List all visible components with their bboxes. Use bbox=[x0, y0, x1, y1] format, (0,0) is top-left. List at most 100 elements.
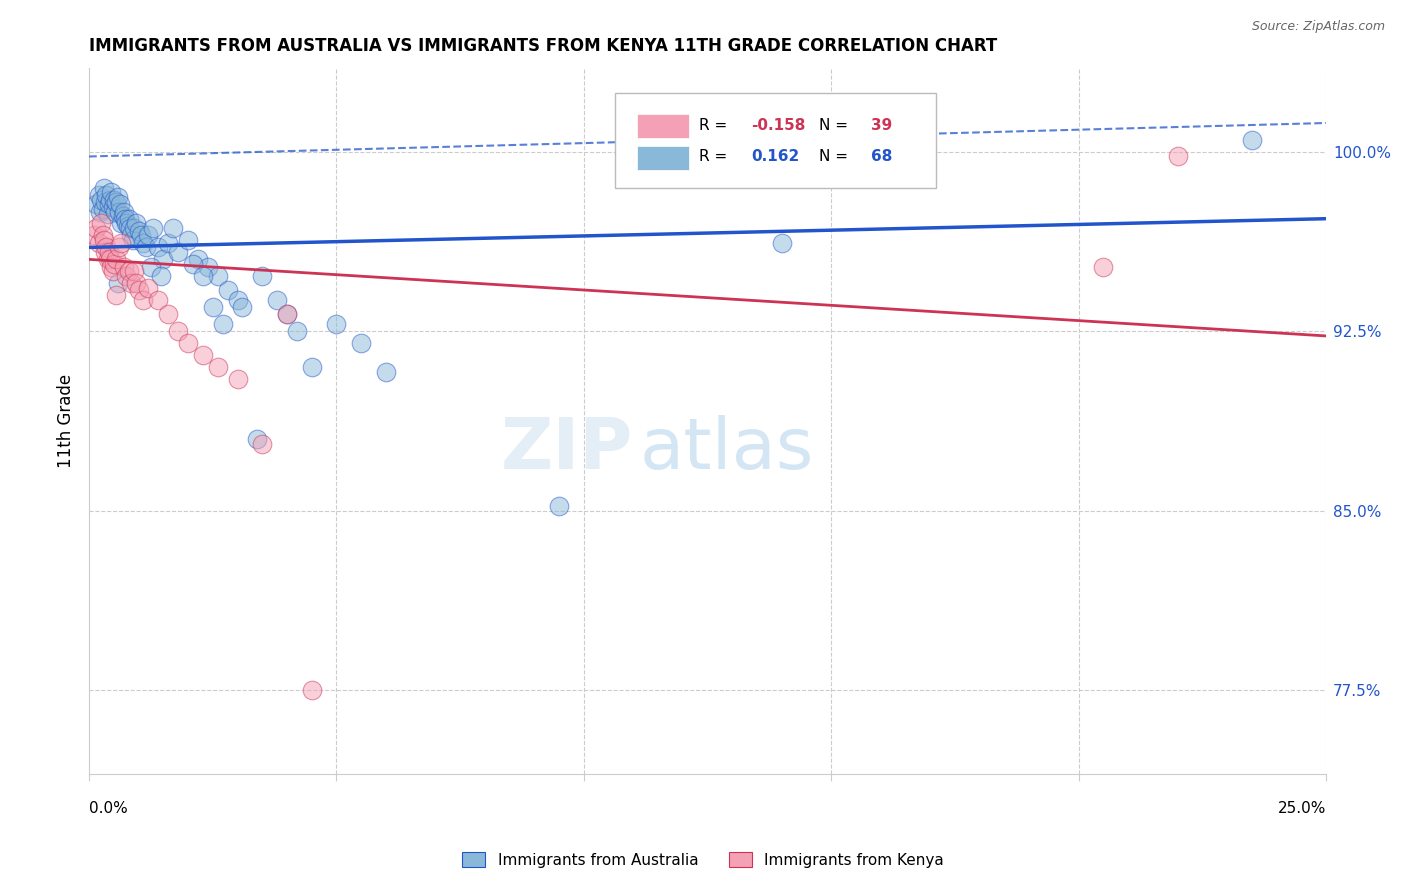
Point bbox=[93, 180, 115, 194]
Point bbox=[149, 269, 172, 284]
Point bbox=[152, 252, 174, 267]
Point bbox=[770, 235, 793, 250]
Point bbox=[115, 269, 138, 284]
Point bbox=[93, 233, 115, 247]
Text: IMMIGRANTS FROM AUSTRALIA VS IMMIGRANTS FROM KENYA 11TH GRADE CORRELATION CHART: IMMIGRANTS FROM AUSTRALIA VS IMMIGRANTS … bbox=[89, 37, 997, 55]
Point bbox=[285, 324, 308, 338]
Point bbox=[87, 187, 110, 202]
Point bbox=[201, 300, 224, 314]
Point bbox=[231, 300, 253, 314]
Point bbox=[101, 200, 124, 214]
Text: 0.0%: 0.0% bbox=[89, 801, 128, 815]
Point bbox=[91, 202, 114, 216]
Text: ZIP: ZIP bbox=[501, 415, 633, 483]
Point bbox=[107, 240, 129, 254]
Point bbox=[1092, 260, 1115, 274]
Point bbox=[97, 252, 120, 267]
Point bbox=[276, 307, 298, 321]
Point bbox=[266, 293, 288, 307]
Point bbox=[157, 235, 180, 250]
Point bbox=[87, 235, 110, 250]
Point bbox=[91, 228, 114, 243]
Point bbox=[139, 260, 162, 274]
Point bbox=[98, 252, 121, 267]
Point bbox=[101, 264, 124, 278]
Text: N =: N = bbox=[818, 149, 853, 164]
Point bbox=[252, 269, 274, 284]
Text: 68: 68 bbox=[870, 149, 893, 164]
Point bbox=[181, 257, 204, 271]
Point bbox=[89, 204, 111, 219]
Point bbox=[374, 365, 396, 379]
Y-axis label: 11th Grade: 11th Grade bbox=[58, 374, 75, 468]
Point bbox=[96, 240, 118, 254]
Point bbox=[110, 235, 132, 250]
Point bbox=[103, 193, 125, 207]
Point bbox=[191, 348, 214, 362]
Point bbox=[97, 245, 120, 260]
Point bbox=[197, 260, 219, 274]
Point bbox=[107, 204, 129, 219]
FancyBboxPatch shape bbox=[614, 93, 936, 188]
Point bbox=[122, 221, 145, 235]
Point bbox=[90, 193, 112, 207]
Point bbox=[276, 307, 298, 321]
Point bbox=[226, 293, 249, 307]
Point bbox=[98, 193, 121, 207]
Point bbox=[94, 194, 117, 209]
Point bbox=[105, 252, 128, 267]
Point bbox=[120, 277, 142, 291]
Point bbox=[110, 217, 132, 231]
Point bbox=[167, 324, 190, 338]
Point bbox=[104, 204, 127, 219]
Text: 39: 39 bbox=[870, 118, 891, 133]
Point bbox=[122, 264, 145, 278]
Point bbox=[97, 197, 120, 211]
Text: 0.162: 0.162 bbox=[751, 149, 799, 164]
Text: N =: N = bbox=[818, 118, 853, 133]
Point bbox=[350, 336, 373, 351]
Point bbox=[207, 359, 229, 374]
Point bbox=[118, 211, 141, 226]
Point bbox=[100, 186, 122, 200]
Point bbox=[301, 683, 323, 698]
Point bbox=[107, 190, 129, 204]
Point bbox=[191, 269, 214, 284]
Point bbox=[142, 221, 165, 235]
Text: Source: ZipAtlas.com: Source: ZipAtlas.com bbox=[1251, 20, 1385, 33]
Point bbox=[187, 252, 209, 267]
Point bbox=[132, 293, 155, 307]
Text: atlas: atlas bbox=[640, 415, 814, 483]
Point bbox=[226, 372, 249, 386]
Text: R =: R = bbox=[699, 118, 733, 133]
Point bbox=[97, 207, 120, 221]
Point bbox=[94, 245, 117, 260]
Point bbox=[86, 221, 108, 235]
Point bbox=[114, 211, 136, 226]
Text: 25.0%: 25.0% bbox=[1278, 801, 1326, 815]
Point bbox=[105, 288, 128, 302]
Point bbox=[177, 233, 200, 247]
Point bbox=[252, 436, 274, 450]
Point bbox=[107, 277, 129, 291]
Point bbox=[167, 245, 190, 260]
Point bbox=[86, 197, 108, 211]
Point bbox=[118, 221, 141, 235]
Point bbox=[246, 432, 269, 446]
Point bbox=[138, 281, 160, 295]
Point bbox=[118, 264, 141, 278]
Point bbox=[301, 359, 323, 374]
Point bbox=[96, 187, 118, 202]
Point bbox=[129, 228, 152, 243]
Text: R =: R = bbox=[699, 149, 733, 164]
Point bbox=[121, 233, 143, 247]
Point bbox=[125, 217, 148, 231]
Point bbox=[111, 209, 134, 223]
Point bbox=[112, 204, 135, 219]
Point bbox=[128, 284, 150, 298]
Point bbox=[83, 228, 105, 243]
Point bbox=[325, 317, 347, 331]
Point bbox=[548, 499, 571, 513]
FancyBboxPatch shape bbox=[637, 114, 689, 138]
Point bbox=[1240, 133, 1263, 147]
